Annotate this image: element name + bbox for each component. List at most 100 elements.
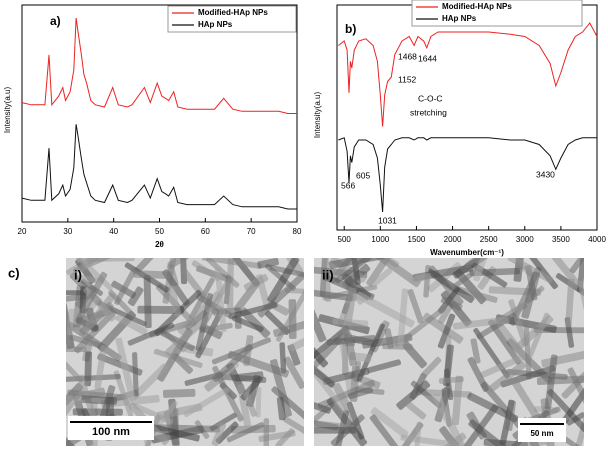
rod (243, 274, 269, 292)
rod (421, 356, 442, 378)
x-tick-label: 500 (338, 235, 352, 244)
rod (341, 287, 357, 340)
rod (237, 383, 252, 427)
scale-bar-bg (518, 418, 566, 442)
x-tick-label: 50 (155, 227, 164, 236)
image-label: i) (74, 267, 82, 282)
rod (367, 359, 401, 374)
y-axis-label: Intensity(a.u) (3, 87, 12, 134)
rod (232, 315, 264, 333)
x-tick-label: 4000 (588, 235, 606, 244)
rod (255, 387, 262, 418)
data-line (21, 17, 297, 114)
rod (234, 371, 264, 382)
rod (215, 421, 239, 444)
rod (369, 414, 406, 446)
rod (94, 345, 107, 390)
rod (354, 258, 371, 268)
rod (468, 419, 516, 446)
rod (480, 354, 525, 378)
rod (135, 258, 154, 273)
rod (332, 382, 360, 425)
legend-box (167, 5, 297, 33)
legend-entry: HAp NPs (198, 20, 233, 29)
rod (409, 272, 432, 284)
x-tick-label: 1500 (408, 235, 426, 244)
scale-bar-bg (68, 416, 154, 440)
rod (143, 275, 152, 329)
rod (76, 271, 108, 322)
rod (442, 344, 454, 387)
rod (66, 361, 84, 383)
rod (576, 258, 584, 292)
rod (436, 432, 467, 446)
rod (257, 258, 279, 269)
plot-frame (336, 4, 598, 231)
rod (470, 338, 481, 364)
panel-label: b) (345, 22, 356, 36)
rod (66, 346, 87, 353)
rod (573, 412, 584, 446)
rod (214, 267, 227, 333)
rod (372, 267, 393, 286)
rod (164, 314, 210, 357)
rod (314, 399, 332, 414)
x-tick-label: 40 (109, 227, 118, 236)
rod (547, 388, 584, 432)
rod (263, 418, 270, 446)
rod (66, 290, 87, 296)
rod (452, 316, 509, 330)
rod (212, 344, 254, 383)
rod (150, 424, 200, 442)
rod (168, 286, 182, 317)
rod (66, 374, 121, 383)
rods (314, 258, 584, 446)
rod (267, 258, 300, 304)
x-tick-label: 70 (247, 227, 256, 236)
rod (438, 376, 464, 384)
rod (464, 258, 489, 269)
rod (66, 308, 75, 336)
x-tick-label: 20 (18, 227, 27, 236)
rod (132, 363, 169, 400)
legend-box (411, 0, 583, 27)
rod (504, 400, 516, 431)
data-line (21, 124, 297, 210)
rod (440, 296, 463, 311)
rod (326, 397, 368, 446)
rod (127, 286, 144, 307)
rod (437, 313, 456, 349)
x-tick-label: 1000 (371, 235, 389, 244)
data-line (338, 137, 597, 213)
rod (132, 352, 139, 397)
x-tick-label: 3500 (552, 235, 570, 244)
rod (115, 337, 136, 402)
rod (279, 342, 287, 374)
panel-label: a) (50, 14, 61, 28)
rod (179, 258, 188, 285)
rod (397, 288, 409, 350)
rod (226, 258, 234, 313)
rod (406, 401, 427, 420)
rod (376, 258, 421, 288)
rod (521, 271, 541, 319)
rod (569, 258, 584, 274)
rod (288, 337, 304, 352)
rod (546, 258, 581, 288)
rod (332, 318, 369, 327)
plot-frame (21, 4, 298, 223)
rod (97, 353, 143, 376)
rod (113, 370, 134, 417)
rod (279, 258, 304, 275)
x-tick-label: 80 (293, 227, 302, 236)
annotation: 1031 (378, 215, 397, 225)
rod (314, 339, 328, 368)
x-tick-label: 2500 (480, 235, 498, 244)
annotation: 1152 (398, 74, 417, 84)
y-axis-label: Intensity(a.u) (313, 92, 322, 139)
rod (211, 422, 226, 446)
scale-bar-label: 50 nm (530, 429, 553, 438)
rod (81, 292, 116, 335)
rod (137, 305, 185, 314)
